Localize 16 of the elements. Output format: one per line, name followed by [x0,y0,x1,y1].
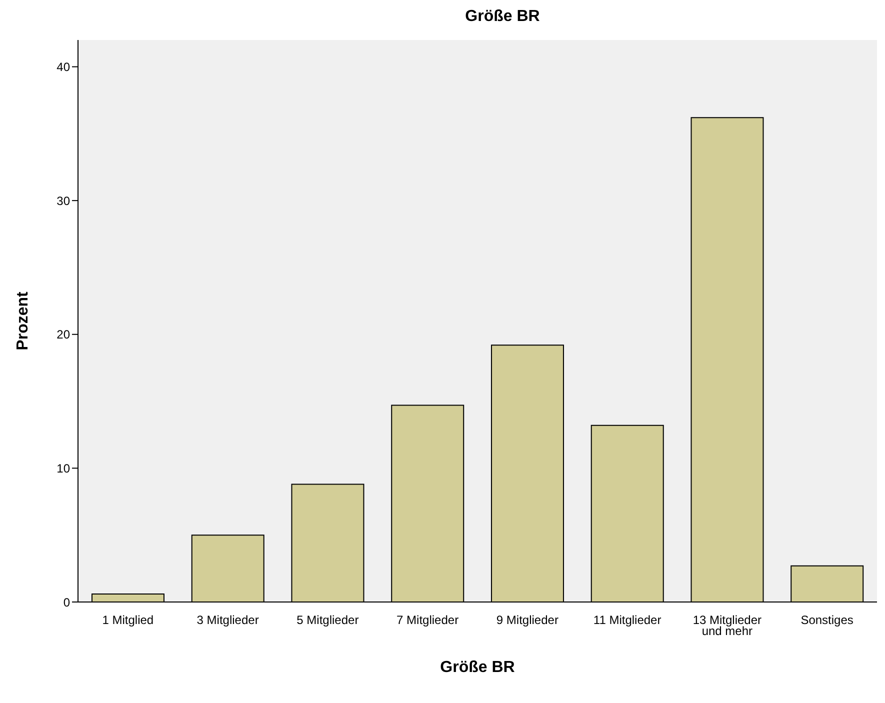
y-tick-label: 20 [56,328,70,342]
x-tick-label: 11 Mitglieder [593,613,662,627]
chart-title: Größe BR [464,8,541,27]
x-tick-label: 13 Mitglieder und mehr [692,613,762,638]
x-tick-label: 3 Mitglieder [196,613,259,627]
x-tick-label: Sonstiges [800,613,854,627]
y-tick-label: 0 [63,595,70,610]
x-tick-label: 7 Mitglieder [396,613,459,627]
y-tick-label: 40 [56,60,70,74]
x-tick-label: 1 Mitglied [102,613,154,627]
x-tick-label: 5 Mitglieder [296,613,359,627]
y-tick-label: 10 [56,461,70,476]
x-tick-label: 9 Mitglieder [496,613,558,627]
x-axis-title: Größe BR [440,659,516,676]
y-tick-label: 30 [56,194,70,208]
y-axis-title: Prozent [14,290,32,350]
